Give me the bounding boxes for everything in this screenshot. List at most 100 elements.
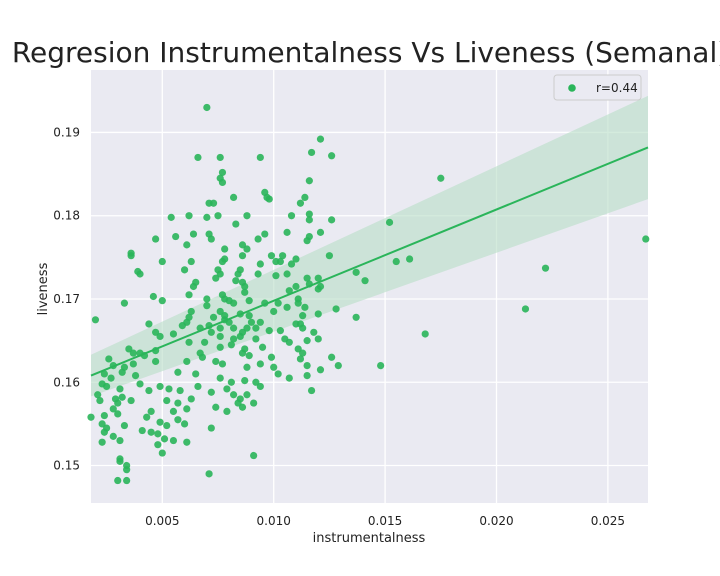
data-point <box>87 413 95 421</box>
data-point <box>328 152 336 160</box>
data-point <box>203 103 211 112</box>
data-point <box>127 396 135 405</box>
data-point <box>227 378 235 386</box>
data-point <box>218 178 227 187</box>
data-point <box>94 391 102 399</box>
data-point <box>152 235 160 243</box>
data-point <box>201 338 209 346</box>
data-point <box>256 260 264 268</box>
data-point <box>163 396 171 405</box>
data-point <box>305 216 313 224</box>
data-point <box>98 438 106 446</box>
data-point <box>212 403 220 411</box>
data-point <box>203 295 211 303</box>
data-point <box>301 193 309 202</box>
data-point <box>163 421 171 430</box>
data-point <box>192 370 200 378</box>
data-point <box>314 274 322 282</box>
data-point <box>91 316 100 324</box>
data-point <box>118 368 126 376</box>
data-point <box>198 353 206 361</box>
data-point <box>232 277 240 285</box>
data-point <box>316 135 325 143</box>
data-point <box>236 332 244 341</box>
data-point <box>352 313 360 321</box>
data-point <box>243 324 251 332</box>
data-point <box>145 386 153 395</box>
data-point <box>256 382 264 391</box>
data-point <box>229 335 238 343</box>
x-axis-label: instrumentalness <box>313 531 426 546</box>
x-tick-label: 0.005 <box>145 514 179 528</box>
data-point <box>183 241 191 249</box>
data-point <box>229 299 238 307</box>
x-tick-label: 0.015 <box>368 514 402 528</box>
data-point <box>314 335 322 343</box>
data-point <box>301 303 309 311</box>
data-point <box>437 174 445 182</box>
data-point <box>276 327 284 335</box>
data-point <box>218 360 227 368</box>
data-point <box>216 374 224 382</box>
data-point <box>216 332 224 341</box>
data-point <box>189 230 198 238</box>
data-point <box>167 213 175 221</box>
data-point <box>283 270 291 278</box>
data-point <box>276 257 284 266</box>
data-point <box>285 338 293 346</box>
data-point <box>287 260 296 268</box>
data-point <box>267 353 276 361</box>
data-point <box>303 237 311 245</box>
data-point <box>100 411 108 420</box>
data-point <box>189 282 198 291</box>
data-point <box>203 213 211 221</box>
data-point <box>250 451 258 460</box>
data-point <box>252 335 260 343</box>
data-point <box>325 252 333 260</box>
data-point <box>307 386 316 395</box>
data-point <box>138 426 146 435</box>
data-point <box>156 332 164 341</box>
data-point <box>250 399 258 407</box>
data-point <box>136 380 144 388</box>
data-point <box>176 386 184 395</box>
data-point <box>105 355 113 363</box>
data-point <box>180 266 189 274</box>
chart-title: Regresion Instrumentalness Vs Liveness (… <box>12 36 720 69</box>
data-point <box>392 257 400 266</box>
data-point <box>229 193 238 202</box>
data-point <box>154 430 162 438</box>
data-point <box>406 255 414 263</box>
data-point <box>243 245 251 253</box>
data-point <box>265 327 273 335</box>
data-point <box>207 235 215 243</box>
data-point <box>214 212 222 220</box>
data-point <box>283 228 291 236</box>
data-point <box>172 232 180 241</box>
data-point <box>252 324 260 332</box>
data-point <box>305 210 313 218</box>
data-point <box>223 385 231 393</box>
data-point <box>187 395 195 403</box>
x-tick-label: 0.020 <box>479 514 513 528</box>
data-point <box>241 288 249 296</box>
data-point <box>238 403 247 411</box>
data-point <box>245 297 253 305</box>
data-point <box>212 357 220 366</box>
data-point <box>216 153 224 162</box>
data-point <box>328 353 336 361</box>
data-point <box>303 362 311 370</box>
data-point <box>131 371 140 380</box>
data-point <box>328 216 336 224</box>
data-point <box>183 405 191 413</box>
data-point <box>145 320 153 328</box>
data-point <box>205 470 213 478</box>
data-point <box>283 303 291 311</box>
data-point <box>96 396 104 405</box>
data-point <box>243 391 251 399</box>
data-point <box>261 230 269 238</box>
data-point <box>185 338 193 346</box>
data-point <box>245 312 253 320</box>
data-point <box>241 282 249 291</box>
